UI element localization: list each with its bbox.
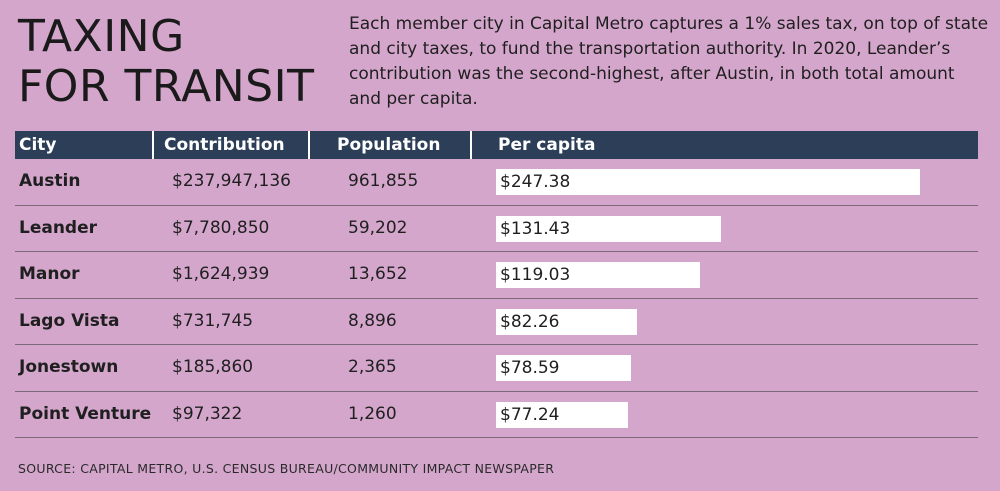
per-capita-bar: $247.38 — [496, 169, 920, 195]
per-capita-bar: $119.03 — [496, 262, 700, 288]
header-per-capita: Per capita — [498, 135, 596, 155]
per-capita-label: $82.26 — [500, 311, 560, 332]
table-row: Leander $7,780,850 59,202 $131.43 — [15, 206, 978, 252]
population-value: 8,896 — [348, 310, 397, 331]
contribution-value: $731,745 — [172, 310, 254, 331]
population-value: 961,855 — [348, 171, 419, 191]
per-capita-bar: $78.59 — [496, 355, 631, 381]
population-value: 59,202 — [348, 217, 408, 238]
per-capita-label: $131.43 — [500, 218, 571, 239]
table-header: City Contribution Population Per capita — [15, 131, 978, 159]
per-capita-bar: $131.43 — [496, 215, 721, 242]
title-line-2: FOR TRANSIT — [18, 61, 315, 112]
source-note: SOURCE: CAPITAL METRO, U.S. CENSUS BUREA… — [18, 461, 555, 476]
city-name: Manor — [19, 264, 80, 284]
contribution-value: $7,780,850 — [172, 217, 270, 238]
per-capita-label: $77.24 — [500, 404, 560, 425]
data-table: City Contribution Population Per capita … — [15, 131, 978, 438]
contribution-value: $237,947,136 — [172, 171, 291, 191]
city-name: Jonestown — [19, 357, 119, 377]
table-body: Austin $237,947,136 961,855 $247.38 Leander $… — [15, 159, 978, 438]
header-divider — [470, 131, 472, 159]
description: Each member city in Capital Metro captur… — [349, 14, 989, 109]
contribution-value: $185,860 — [172, 357, 254, 377]
header-divider — [152, 131, 154, 159]
table-row: Jonestown $185,860 2,365 $78.59 — [15, 345, 978, 392]
header-divider — [308, 131, 310, 159]
population-value: 2,365 — [348, 357, 397, 377]
per-capita-label: $78.59 — [500, 358, 560, 378]
city-name: Point Venture — [19, 403, 152, 424]
header-population: Population — [337, 135, 441, 155]
contribution-value: $1,624,939 — [172, 264, 270, 284]
header-contribution: Contribution — [164, 135, 285, 155]
table-row: Austin $237,947,136 961,855 $247.38 — [15, 159, 978, 206]
city-name: Lago Vista — [19, 310, 120, 331]
title-line-1: TAXING — [18, 11, 185, 62]
contribution-value: $97,322 — [172, 403, 243, 424]
population-value: 13,652 — [348, 264, 408, 284]
city-name: Leander — [19, 217, 98, 238]
table-row: Lago Vista $731,745 8,896 $82.26 — [15, 299, 978, 345]
per-capita-label: $119.03 — [500, 265, 571, 285]
header-city: City — [19, 135, 57, 155]
city-name: Austin — [19, 171, 81, 191]
population-value: 1,260 — [348, 403, 397, 424]
per-capita-bar: $82.26 — [496, 308, 637, 335]
per-capita-label: $247.38 — [500, 172, 571, 192]
per-capita-bar: $77.24 — [496, 401, 628, 428]
table-row: Manor $1,624,939 13,652 $119.03 — [15, 252, 978, 299]
table-row: Point Venture $97,322 1,260 $77.24 — [15, 392, 978, 438]
page-title: TAXING FOR TRANSIT — [18, 12, 314, 112]
